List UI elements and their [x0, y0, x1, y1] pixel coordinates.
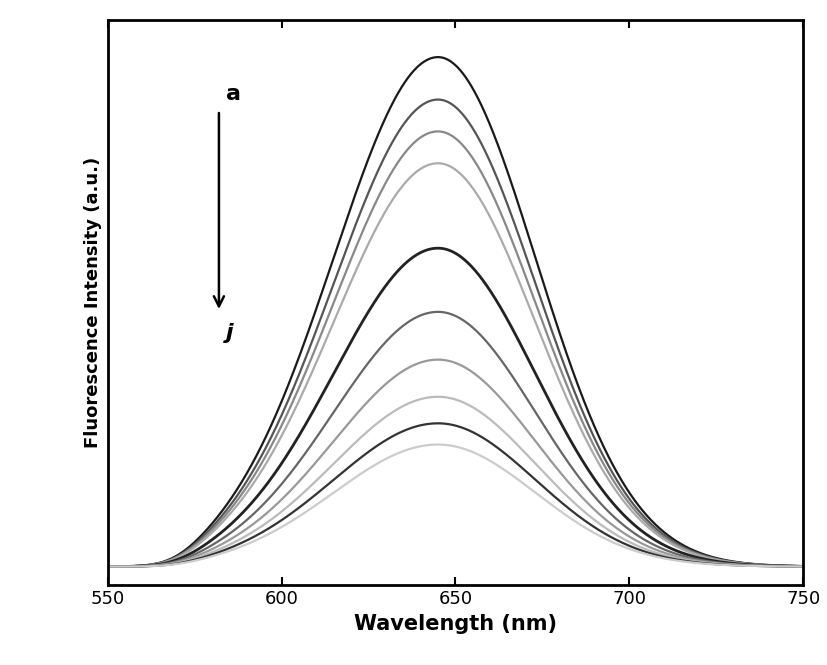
- Text: a: a: [226, 84, 241, 104]
- Text: j: j: [226, 323, 233, 343]
- Y-axis label: Fluorescence Intensity (a.u.): Fluorescence Intensity (a.u.): [84, 157, 102, 448]
- X-axis label: Wavelength (nm): Wavelength (nm): [353, 614, 557, 634]
